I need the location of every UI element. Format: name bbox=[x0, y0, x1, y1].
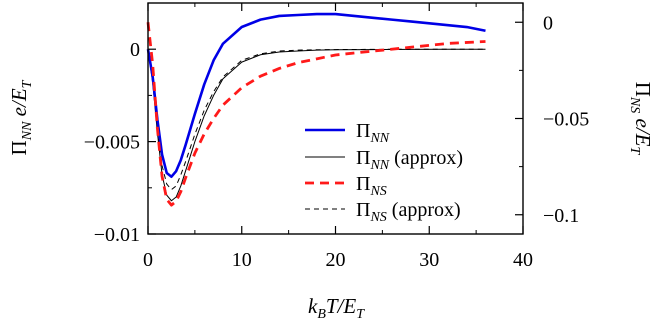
y-right-tick-label: 0 bbox=[543, 12, 553, 34]
x-tick-label: 20 bbox=[326, 249, 346, 271]
y-left-tick-label: −0.01 bbox=[94, 224, 140, 246]
y-left-tick-label: 0 bbox=[130, 39, 140, 61]
plot-frame bbox=[147, 2, 524, 235]
x-axis-title: kBT/ET bbox=[308, 294, 365, 322]
legend-label-1: ΠNN (approx) bbox=[356, 147, 463, 173]
series-line-0 bbox=[146, 12, 486, 179]
series-line-2 bbox=[146, 22, 486, 207]
y-right-tick-label: −0.1 bbox=[543, 205, 579, 227]
y-right-tick-label: −0.05 bbox=[543, 109, 589, 131]
x-tick-label: 0 bbox=[143, 249, 153, 271]
legend-label-3: ΠNS (approx) bbox=[356, 199, 461, 225]
x-tick-label: 30 bbox=[419, 249, 439, 271]
series-line-1 bbox=[147, 48, 486, 202]
legend-label-2: ΠNS bbox=[356, 173, 387, 199]
series-line-3 bbox=[147, 48, 486, 191]
x-tick-label: 10 bbox=[232, 249, 252, 271]
ticks-layer: 0 10 20 30 400−0.005−0.010−0.05−0.1 bbox=[84, 3, 589, 271]
curves-layer bbox=[146, 12, 486, 207]
y-axis-right-title: ΠNS e/ET bbox=[627, 82, 655, 156]
y-axis-left-title: ΠNN e/ET bbox=[7, 79, 35, 155]
y-left-tick-label: −0.005 bbox=[84, 132, 140, 154]
legend-label-0: ΠNN bbox=[356, 120, 390, 146]
x-tick-label: 40 bbox=[513, 249, 533, 271]
